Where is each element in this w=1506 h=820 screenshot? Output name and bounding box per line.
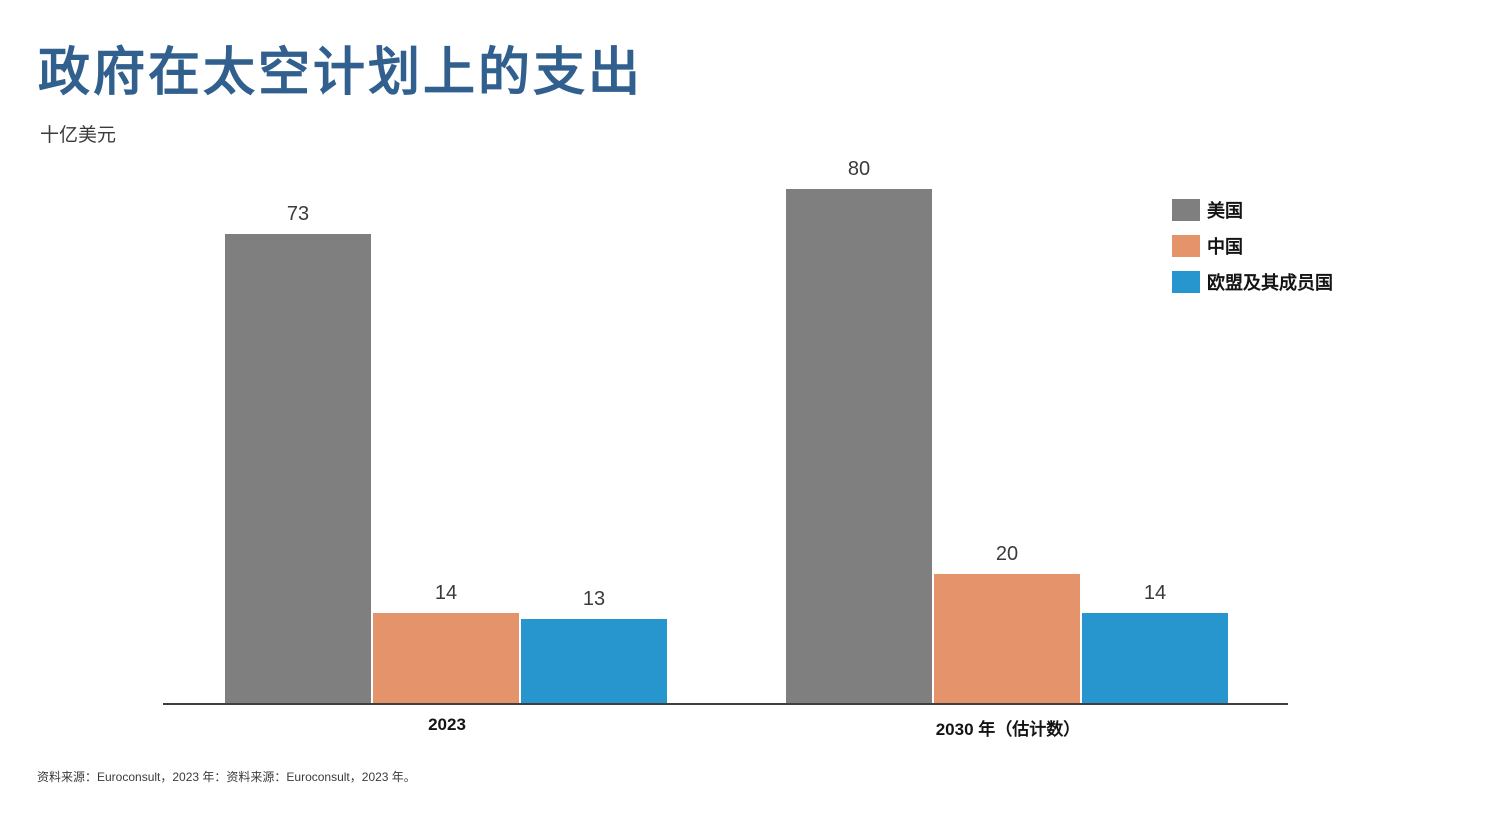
- legend-swatch-icon: [1172, 271, 1200, 293]
- legend-label: 欧盟及其成员国: [1207, 273, 1333, 293]
- bar-value-label: 80: [847, 158, 871, 180]
- bar-value-label: 14: [1143, 582, 1167, 604]
- bar-value-label: 14: [434, 582, 458, 604]
- bar-china-group2: [934, 574, 1080, 703]
- chart-unit-subtitle: 十亿美元: [40, 125, 117, 146]
- legend-swatch-icon: [1172, 199, 1200, 221]
- bar-value-label: 20: [995, 543, 1019, 565]
- legend-item-china: 中国: [1172, 233, 1333, 259]
- bar-value-label: 73: [286, 203, 310, 225]
- plot-area: 73 14 13 2023 80 20 14 2030 年（估计数）: [163, 150, 1288, 739]
- legend: 美国中国欧盟及其成员国: [1172, 197, 1333, 305]
- bar-us-group2: [786, 189, 932, 703]
- legend-label: 美国: [1207, 201, 1243, 221]
- page-title: 政府在太空计划上的支出: [38, 44, 644, 102]
- bar-value-label: 13: [582, 588, 606, 610]
- bar-eu-group2: [1082, 613, 1228, 703]
- legend-item-eu: 欧盟及其成员国: [1172, 269, 1333, 295]
- source-note: 资料来源：Euroconsult，2023 年：资料来源：Euroconsult…: [37, 770, 416, 784]
- x-axis-label-group1: 2023: [428, 715, 466, 734]
- legend-label: 中国: [1207, 237, 1243, 257]
- legend-swatch-icon: [1172, 235, 1200, 257]
- x-axis-label-group2: 2030 年（估计数）: [935, 720, 1081, 739]
- legend-item-us: 美国: [1172, 197, 1333, 223]
- bar-us-group1: [225, 234, 371, 703]
- bar-eu-group1: [521, 619, 667, 703]
- bar-china-group1: [373, 613, 519, 703]
